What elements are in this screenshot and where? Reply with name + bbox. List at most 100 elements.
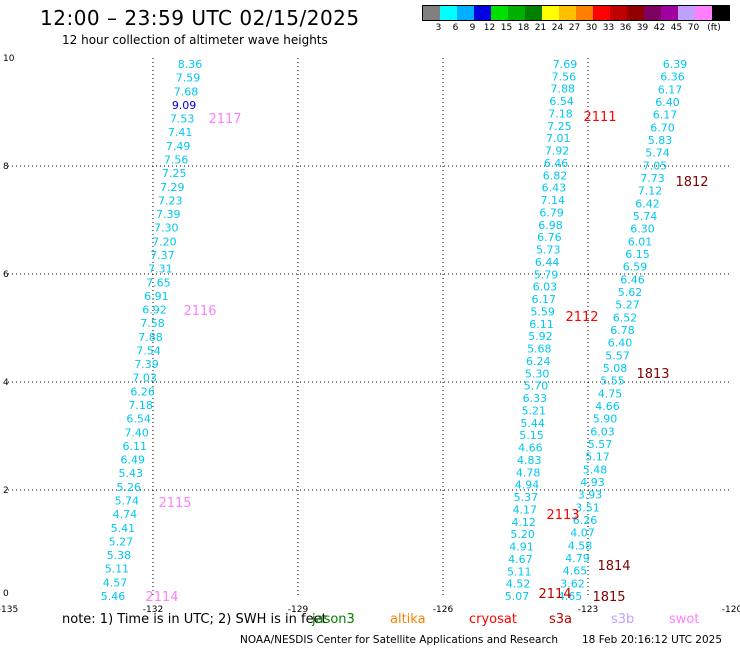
wave-height-value: 5.59 xyxy=(530,305,555,318)
legend-swatch xyxy=(491,6,508,20)
wave-height-value: 5.21 xyxy=(521,404,546,417)
wave-height-value: 7.03 xyxy=(132,372,157,385)
wave-height-value: 5.37 xyxy=(514,491,539,504)
satellite-s3b: s3b xyxy=(611,612,635,627)
altimeter-track: 6.396.366.176.406.176.705.835.747.057.73… xyxy=(558,58,688,603)
wave-height-value: 5.30 xyxy=(525,367,550,380)
wave-height-value: 3.62 xyxy=(560,577,585,590)
wave-height-value: 6.98 xyxy=(538,219,563,232)
wave-height-value: 7.31 xyxy=(148,263,173,276)
legend-color-bar xyxy=(422,5,730,21)
wave-height-value: 6.33 xyxy=(523,392,548,405)
wave-height-value: 6.79 xyxy=(539,206,564,219)
legend-label: 70 xyxy=(687,23,700,33)
wave-height-value: 5.15 xyxy=(519,429,544,442)
lon-tick-label: -132 xyxy=(143,605,163,615)
footer-timestamp: 18 Feb 20:16:12 UTC 2025 xyxy=(582,634,722,646)
wave-height-value: 6.46 xyxy=(544,157,569,170)
wave-height-value: 7.01 xyxy=(546,132,571,145)
pass-time-label: 2112 xyxy=(565,310,598,325)
wave-height-value: 5.90 xyxy=(593,413,618,426)
legend-labels: 3 6 9 12 15 18 21 24 27 30 33 36 39 42 45 70 (ft) xyxy=(422,21,730,35)
legend-swatch xyxy=(542,6,559,20)
wave-height-value: 7.40 xyxy=(124,426,149,439)
lon-tick-label: -126 xyxy=(433,605,454,615)
pass-time-label: 2116 xyxy=(183,304,216,319)
lon-tick-label: -135 xyxy=(0,605,18,615)
wave-height-value: 7.30 xyxy=(154,222,179,235)
wave-height-value: 3.51 xyxy=(575,501,600,514)
pass-time-label: 2114 xyxy=(145,590,178,605)
wave-height-value: 7.25 xyxy=(547,120,572,133)
legend-label: 27 xyxy=(568,23,581,33)
wave-height-value: 8.36 xyxy=(178,58,203,71)
wave-height-value: 7.12 xyxy=(638,185,663,198)
wave-height-value: 7.05 xyxy=(643,159,668,172)
wave-height-value: 7.39 xyxy=(134,358,159,371)
wave-height-value: 6.30 xyxy=(630,223,655,236)
legend-label: 6 xyxy=(452,23,459,33)
wave-height-value: 7.92 xyxy=(545,145,570,158)
wave-height-value: 7.65 xyxy=(146,276,171,289)
wave-height-value: 4.52 xyxy=(506,578,531,591)
satellite-s3a: s3a xyxy=(549,612,573,627)
wave-height-value: 6.52 xyxy=(613,311,638,324)
wave-height-value: 5.27 xyxy=(109,535,134,548)
wave-height-value: 4.58 xyxy=(568,539,593,552)
wave-height-value: 5.68 xyxy=(527,343,552,356)
wave-height-value: 7.39 xyxy=(156,208,181,221)
legend-swatch xyxy=(627,6,644,20)
legend-label: 3 xyxy=(435,23,442,33)
legend-swatch xyxy=(559,6,576,20)
wave-height-value: 7.14 xyxy=(540,194,565,207)
wave-height-value: 5.20 xyxy=(510,528,535,541)
wave-height-value: 4.75 xyxy=(598,387,623,400)
pass-time-label: 1813 xyxy=(636,367,669,382)
wave-height-value: 7.37 xyxy=(150,249,175,262)
legend-unit: (ft) xyxy=(707,23,721,33)
pass-time-label: 1812 xyxy=(675,175,708,190)
wave-height-value: 7.54 xyxy=(136,344,161,357)
wave-height-value: 7.69 xyxy=(553,58,578,71)
wave-height-value: 6.40 xyxy=(608,337,633,350)
legend-swatch xyxy=(423,6,440,20)
wave-height-value: 4.83 xyxy=(517,454,542,467)
wave-height-value: 4.74 xyxy=(113,508,138,521)
wave-height-value: 7.49 xyxy=(166,140,191,153)
legend-swatch xyxy=(644,6,661,20)
wave-height-value: 5.70 xyxy=(524,380,549,393)
wave-height-value: 4.57 xyxy=(103,576,128,589)
wave-height-value: 6.70 xyxy=(650,121,675,134)
lat-tick-label: 6 xyxy=(3,270,9,280)
legend-label: 24 xyxy=(551,23,564,33)
pass-time-label: 1815 xyxy=(592,590,625,605)
wave-height-value: 4.65 xyxy=(558,590,583,603)
wave-height-value: 5.48 xyxy=(583,463,608,476)
wave-height-value: 5.73 xyxy=(536,244,561,257)
wave-height-value: 6.36 xyxy=(660,71,685,84)
wave-height-value: 7.18 xyxy=(548,107,573,120)
wave-height-value: 5.41 xyxy=(111,522,136,535)
wave-height-value: 7.25 xyxy=(162,167,187,180)
wave-height-value: 7.29 xyxy=(160,181,185,194)
wave-height-value: 6.11 xyxy=(529,318,554,331)
page-subtitle: 12 hour collection of altimeter wave hei… xyxy=(62,33,328,47)
wave-height-value: 4.17 xyxy=(513,503,538,516)
lat-tick-label: 0 xyxy=(3,589,9,599)
wave-height-value: 6.03 xyxy=(533,281,558,294)
wave-height-value: 7.56 xyxy=(164,153,189,166)
wave-height-value: 5.17 xyxy=(585,451,610,464)
wave-height-value: 5.07 xyxy=(505,590,530,603)
wave-height-value: 4.66 xyxy=(595,400,620,413)
wave-height-value: 6.59 xyxy=(623,261,648,274)
wave-height-value: 6.39 xyxy=(663,58,688,71)
wave-height-value: 7.53 xyxy=(170,113,195,126)
wave-height-value: 5.74 xyxy=(645,147,670,160)
legend-label: 30 xyxy=(585,23,598,33)
wave-height-value: 7.41 xyxy=(168,126,193,139)
wave-height-value: 6.17 xyxy=(653,109,678,122)
legend-swatch xyxy=(695,6,712,20)
legend-label: 33 xyxy=(602,23,615,33)
satellite-altika: altika xyxy=(390,612,426,627)
